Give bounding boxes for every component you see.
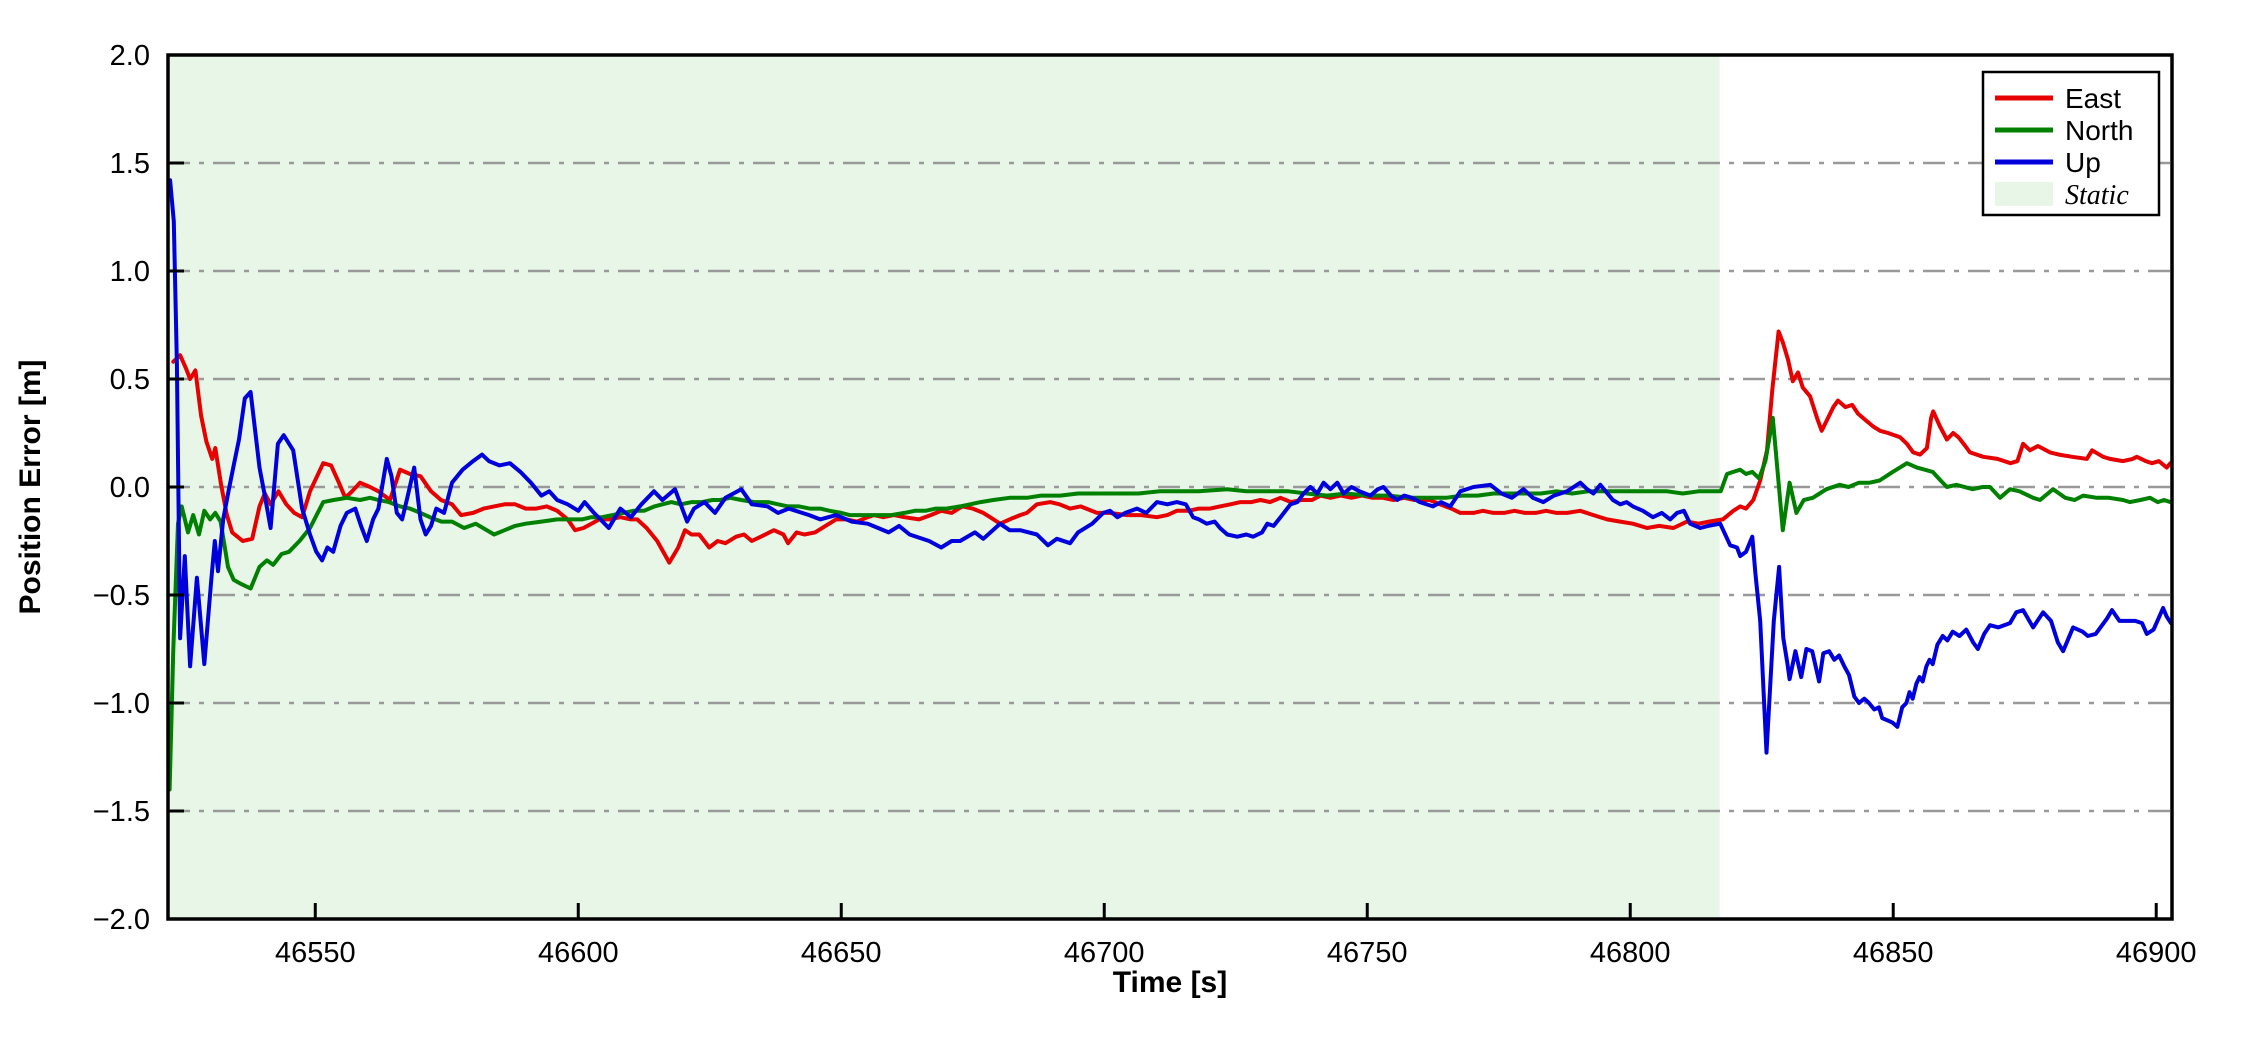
data-series	[168, 178, 2172, 792]
legend-item-east-label: East	[2065, 83, 2121, 114]
x-tick-label: 46900	[2116, 937, 2197, 969]
legend-item-up-label: Up	[2065, 147, 2101, 178]
y-tick-label: −2.0	[93, 904, 150, 936]
y-tick-label: −1.0	[93, 688, 150, 720]
legend-item-static-sample	[1995, 182, 2053, 206]
legend-item-static-label: Static	[2065, 180, 2129, 211]
y-tick-label: 1.0	[110, 256, 150, 288]
x-tick-label: 46700	[1064, 937, 1145, 969]
x-axis-label: Time [s]	[1113, 966, 1227, 999]
y-tick-label: 0.0	[110, 472, 150, 504]
legend-item-north-label: North	[2065, 115, 2133, 146]
x-tick-label: 46800	[1590, 937, 1671, 969]
x-tick-label: 46750	[1327, 937, 1408, 969]
x-tick-label: 46550	[275, 937, 356, 969]
y-tick-label: 1.5	[110, 148, 150, 180]
tick-marks-and-labels: 46550 46600 46650 46700 46750 46800 46850 46900…	[93, 40, 2197, 969]
y-tick-label: −0.5	[93, 580, 150, 612]
y-tick-label: −1.5	[93, 796, 150, 828]
series-up-line	[168, 178, 2172, 755]
grid-lines	[168, 161, 2172, 813]
y-tick-label: 0.5	[110, 364, 150, 396]
y-tick-label: 2.0	[110, 40, 150, 72]
x-tick-label: 46650	[801, 937, 882, 969]
series-north-line	[168, 415, 2172, 792]
x-tick-label: 46850	[1853, 937, 1934, 969]
y-axis-label: Position Error [m]	[14, 359, 47, 614]
x-tick-label: 46600	[538, 937, 619, 969]
